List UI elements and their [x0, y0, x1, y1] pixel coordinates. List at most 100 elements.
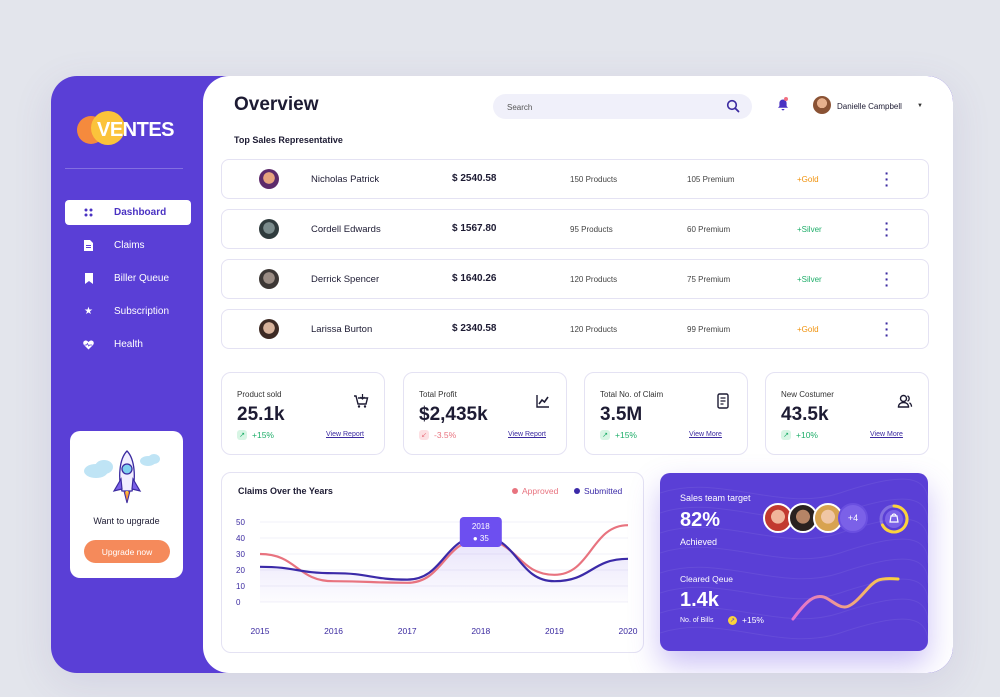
avatar	[259, 319, 279, 339]
document-icon	[716, 393, 730, 414]
stat-label: Total No. of Claim	[600, 390, 664, 399]
rep-products: 120 Products	[570, 325, 618, 334]
more-members-badge[interactable]: +4	[838, 503, 868, 533]
rep-name: Larissa Burton	[311, 324, 373, 335]
y-tick-label: 10	[236, 582, 245, 591]
chevron-down-icon[interactable]: ▼	[917, 103, 923, 109]
sales-target-card: Sales team target 82% Achieved +4 Cleare…	[660, 473, 928, 651]
series-line-approved[interactable]	[259, 524, 629, 584]
sidebar-item-claims[interactable]: Claims	[65, 233, 191, 258]
x-tick-label: 2015	[251, 626, 270, 636]
rep-products: 120 Products	[570, 275, 618, 284]
list-item[interactable]: Nicholas Patrick $ 2540.58 150 Products …	[221, 159, 929, 199]
claims-chart-card: 0 10 20 30 40 50 2015 2016 2017 2018 2019 2020 2018 ●…	[221, 472, 644, 653]
rep-premium: 60 Premium	[687, 225, 731, 234]
more-options-icon[interactable]: · · ·	[884, 265, 890, 293]
sidebar-item-biller-queue[interactable]: Biller Queue	[65, 266, 191, 291]
stat-change: ↗ +15%	[237, 430, 274, 440]
x-tick-label: 2020	[619, 626, 638, 636]
y-tick-label: 30	[236, 550, 245, 559]
sidebar-item-label: Subscription	[114, 306, 170, 317]
rep-premium: 105 Premium	[687, 175, 735, 184]
stat-label: Total Profit	[419, 390, 457, 399]
stat-value: 3.5M	[600, 404, 643, 425]
tier-badge: +Gold	[797, 325, 819, 334]
list-item[interactable]: Larissa Burton $ 2340.58 120 Products 99…	[221, 309, 929, 349]
avatar	[259, 169, 279, 189]
users-icon	[897, 393, 913, 414]
notification-bell-icon[interactable]	[777, 97, 789, 116]
avatar	[259, 269, 279, 289]
legend-submitted[interactable]: Submitted	[574, 486, 622, 496]
y-tick-label: 20	[236, 566, 245, 575]
stat-change: ↙ -3.5%	[419, 430, 456, 440]
rep-amount: $ 2340.58	[452, 323, 497, 334]
x-tick-label: 2019	[545, 626, 564, 636]
target-title: Sales team target	[680, 493, 751, 503]
arrow-up-icon: ↗	[728, 615, 737, 625]
rep-premium: 75 Premium	[687, 275, 731, 284]
user-name[interactable]: Danielle Campbell	[837, 102, 902, 111]
avatar[interactable]	[813, 96, 831, 114]
rep-products: 95 Products	[570, 225, 613, 234]
stat-card-new-customer: New Costumer 43.5k ↗ +10% View More	[765, 372, 929, 455]
stat-value: $2,435k	[419, 404, 488, 425]
view-more-link[interactable]: View More	[870, 431, 903, 438]
upgrade-title: Want to upgrade	[93, 516, 160, 526]
view-report-link[interactable]: View Report	[508, 431, 547, 438]
more-options-icon[interactable]: · · ·	[884, 215, 890, 243]
list-item[interactable]: Cordell Edwards $ 1567.80 95 Products 60…	[221, 209, 929, 249]
stat-change: ↗ +15%	[600, 430, 637, 440]
rep-amount: $ 2540.58	[452, 173, 497, 184]
rep-amount: $ 1640.26	[452, 273, 497, 284]
sales-rep-list: Nicholas Patrick $ 2540.58 150 Products …	[221, 159, 929, 359]
document-icon	[83, 240, 94, 251]
stat-change: ↗ +10%	[781, 430, 818, 440]
line-chart-icon	[535, 393, 551, 414]
heart-pulse-icon	[83, 339, 94, 350]
rep-premium: 99 Premium	[687, 325, 731, 334]
avatar	[259, 219, 279, 239]
rep-name: Derrick Spencer	[311, 274, 380, 285]
rep-name: Nicholas Patrick	[311, 174, 380, 185]
main-panel: Overview Danielle Campbell ▼ Top Sales R…	[203, 76, 953, 673]
sidebar-item-health[interactable]: Health	[65, 332, 191, 357]
y-tick-label: 0	[236, 598, 241, 607]
section-title: Top Sales Representative	[234, 135, 343, 145]
stat-card-total-claims: Total No. of Claim 3.5M ↗ +15% View More	[584, 372, 748, 455]
target-percent: 82%	[680, 509, 721, 531]
x-tick-label: 2018	[471, 626, 490, 636]
tier-badge: +Gold	[797, 175, 819, 184]
sidebar-item-label: Claims	[114, 240, 145, 251]
search-bar	[493, 94, 752, 119]
more-options-icon[interactable]: · · ·	[884, 315, 890, 343]
team-avatars[interactable]: +4	[763, 503, 868, 535]
cart-icon	[353, 393, 369, 414]
legend-approved[interactable]: Approved	[512, 486, 558, 496]
brand-logo[interactable]: VENTES	[77, 106, 187, 150]
sidebar-item-subscription[interactable]: ★ Subscription	[65, 299, 191, 324]
stat-value: 43.5k	[781, 404, 829, 425]
bills-change: ↗ +15%	[728, 615, 764, 625]
page-title: Overview	[234, 94, 319, 115]
list-item[interactable]: Derrick Spencer $ 1640.26 120 Products 7…	[221, 259, 929, 299]
app-window: VENTES Dashboard Claims Biller Queue ★ S…	[51, 76, 953, 673]
x-tick-label: 2016	[324, 626, 343, 636]
view-more-link[interactable]: View More	[689, 431, 722, 438]
more-options-icon[interactable]: · · ·	[884, 165, 890, 193]
cleared-queue-value: 1.4k	[680, 589, 719, 611]
stats-row: Product sold 25.1k ↗ +15% View Report To…	[221, 372, 929, 455]
bills-label: No. of Bills	[680, 617, 714, 624]
sidebar-divider	[65, 168, 183, 169]
sidebar-item-label: Biller Queue	[114, 273, 170, 284]
search-icon[interactable]	[726, 99, 740, 118]
upgrade-button[interactable]: Upgrade now	[84, 540, 170, 563]
view-report-link[interactable]: View Report	[326, 431, 365, 438]
submitted-area	[260, 536, 628, 602]
sidebar-item-dashboard[interactable]: Dashboard	[65, 200, 191, 225]
series-line-submitted[interactable]	[259, 535, 629, 583]
search-input[interactable]	[507, 100, 707, 114]
stat-card-total-profit: Total Profit $2,435k ↙ -3.5% View Report	[403, 372, 567, 455]
arrow-up-icon: ↗	[237, 430, 247, 440]
star-icon: ★	[84, 306, 93, 317]
